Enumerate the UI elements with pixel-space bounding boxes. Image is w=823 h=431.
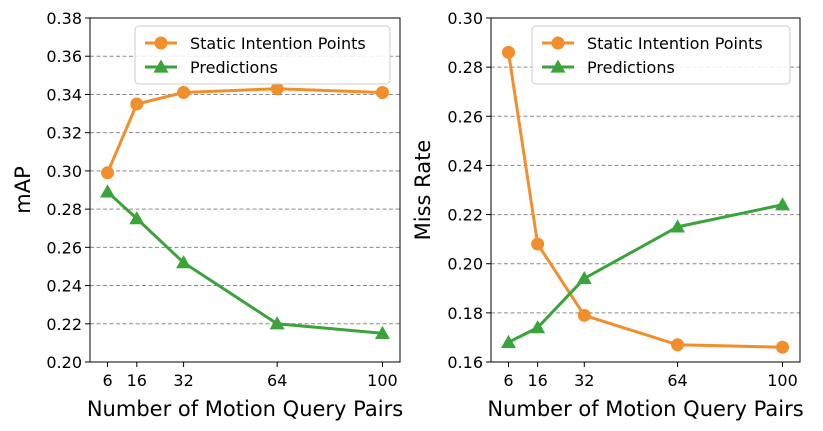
legend-marker xyxy=(551,36,565,50)
legend: Static Intention Points Predictions xyxy=(134,25,391,85)
series-line xyxy=(106,87,383,174)
chart-panel-1: 0.20 0.22 0.24 0.26 0.28 0.30 0.32 0.34 0.36 0.38… xyxy=(11,9,403,421)
series-line xyxy=(507,52,783,349)
data-point xyxy=(101,166,115,180)
plot-frame xyxy=(490,17,801,363)
data-point xyxy=(531,237,545,251)
y-tick-label: 0.24 xyxy=(447,156,483,175)
data-point xyxy=(670,219,686,233)
x-tick-label: 64 xyxy=(267,371,287,390)
data-point xyxy=(176,255,192,269)
x-axis-label: Number of Motion Query Pairs xyxy=(87,397,403,421)
x-tick-label: 6 xyxy=(102,371,112,390)
data-point xyxy=(576,270,592,285)
data-point xyxy=(374,325,390,339)
plot-frame xyxy=(89,17,401,363)
y-tick-label: 0.30 xyxy=(447,9,483,28)
x-tick-label: 100 xyxy=(367,371,398,390)
y-tick-label: 0.34 xyxy=(46,85,82,104)
data-point xyxy=(671,338,685,352)
y-tick-label: 0.16 xyxy=(447,353,483,372)
data-point xyxy=(500,334,516,348)
y-tick-label: 0.18 xyxy=(447,304,483,323)
y-tick-label: 0.22 xyxy=(447,206,483,225)
data-point xyxy=(270,82,284,96)
legend-marker xyxy=(153,59,169,73)
data-point xyxy=(776,340,790,354)
y-tick-label: 0.22 xyxy=(46,315,82,334)
data-point xyxy=(530,320,546,334)
chart-panel-2: 0.16 0.18 0.20 0.22 0.24 0.26 0.28 0.30 6 16 32 64 1… xyxy=(411,9,804,421)
data-point xyxy=(501,45,515,59)
y-tick-label: 0.36 xyxy=(46,47,82,66)
y-tick-label: 0.20 xyxy=(46,353,82,372)
y-tick-label: 0.32 xyxy=(46,124,82,143)
x-tick-label: 32 xyxy=(173,371,193,390)
x-tick-label: 64 xyxy=(667,371,687,390)
data-point xyxy=(100,184,116,198)
data-point xyxy=(775,197,791,211)
legend-marker xyxy=(154,36,168,50)
data-point xyxy=(130,97,144,111)
y-tick-label: 0.28 xyxy=(46,200,82,219)
legend: Static Intention Points Predictions xyxy=(531,25,791,85)
legend-marker xyxy=(550,59,566,73)
legend-label: Static Intention Points xyxy=(190,34,366,53)
legend-box xyxy=(134,25,391,85)
legend-label: Predictions xyxy=(587,58,675,77)
y-tick-label: 0.26 xyxy=(46,238,82,257)
legend-label: Static Intention Points xyxy=(587,34,763,53)
y-axis-label: Miss Rate xyxy=(411,140,435,241)
legend-label: Predictions xyxy=(190,58,278,77)
data-point xyxy=(129,211,145,225)
x-axis-label: Number of Motion Query Pairs xyxy=(487,397,803,421)
x-tick-label: 16 xyxy=(527,371,547,390)
data-point xyxy=(177,86,191,100)
x-tick-label: 32 xyxy=(574,371,594,390)
series-line xyxy=(507,203,783,344)
legend-box xyxy=(531,25,791,85)
x-tick-label: 100 xyxy=(767,371,798,390)
y-tick-label: 0.38 xyxy=(46,9,82,28)
x-tick-label: 6 xyxy=(503,371,513,390)
x-tick-label: 16 xyxy=(127,371,147,390)
y-tick-label: 0.20 xyxy=(447,255,483,274)
y-axis-label: mAP xyxy=(11,166,35,214)
y-tick-label: 0.26 xyxy=(447,107,483,126)
y-tick-label: 0.30 xyxy=(46,162,82,181)
data-point xyxy=(269,316,285,330)
series-line xyxy=(106,190,383,335)
y-tick-label: 0.28 xyxy=(447,58,483,77)
y-tick-label: 0.24 xyxy=(46,277,82,296)
data-point xyxy=(577,308,591,322)
data-point xyxy=(375,86,389,100)
